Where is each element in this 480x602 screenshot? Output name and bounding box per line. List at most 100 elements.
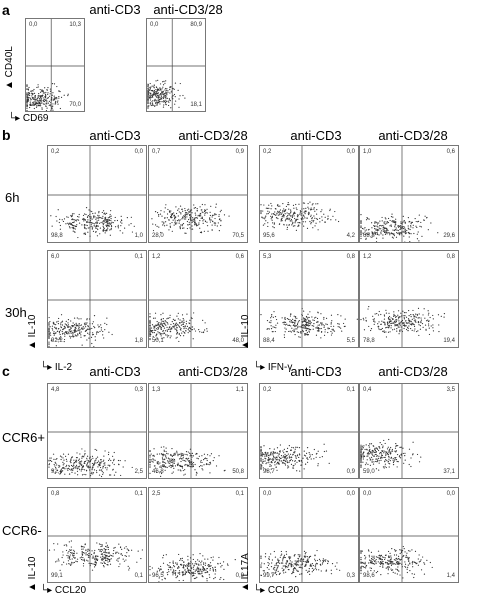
event-dot [124,460,126,462]
event-dot [97,214,99,216]
event-dot [369,567,371,569]
event-dot [260,457,262,459]
event-dot [101,557,103,560]
event-dot [105,219,107,221]
event-dot [162,106,165,108]
event-dot [48,100,50,102]
event-dot [52,103,54,105]
event-dot [274,452,277,454]
event-dot [277,217,279,220]
event-dot [177,312,179,314]
event-dot [186,465,189,467]
event-dot [285,567,287,569]
event-dot [164,466,166,468]
event-dot [99,550,101,552]
event-dot [360,234,362,236]
event-dot [305,569,307,571]
event-dot [157,92,159,94]
event-dot [382,466,385,468]
event-dot [395,445,397,447]
event-dot [267,454,270,456]
event-dot [121,219,123,222]
event-dot [282,560,284,562]
event-dot [378,222,380,224]
event-dot [385,567,387,569]
event-dot [302,559,304,561]
event-dot [310,322,312,324]
event-dot [69,337,72,339]
event-dot [83,559,85,562]
event-dot [153,454,155,456]
event-dot [42,92,44,94]
event-dot [100,551,102,553]
event-dot [157,324,159,326]
event-dot [431,566,433,569]
event-dot [171,567,173,569]
event-dot [377,459,379,461]
event-dot [294,222,296,224]
event-dot [79,557,81,559]
event-dot [183,216,186,218]
event-dot [78,327,80,329]
event-dot [276,204,279,207]
event-dot [35,106,38,108]
event-dot [390,568,392,570]
event-dot [304,213,306,215]
event-dot [274,330,276,333]
event-dot [84,450,86,452]
event-dot [108,225,110,227]
event-dot [108,474,111,476]
event-dot [184,216,186,218]
event-dot [278,559,280,562]
event-dot [415,220,417,223]
event-dot [78,325,80,327]
event-dot [304,327,306,329]
event-dot [325,450,328,452]
event-dot [414,319,417,321]
event-dot [181,218,183,220]
event-dot [307,206,309,208]
event-dot [305,561,308,564]
event-dot [37,95,40,97]
event-dot [94,560,96,562]
event-dot [298,460,300,462]
event-dot [302,327,304,329]
event-dot [53,334,55,336]
event-dot [87,461,89,463]
event-dot [73,221,75,223]
event-dot [209,217,211,219]
event-dot [53,549,55,551]
event-dot [323,316,325,319]
quadrant-value: 4,2 [346,233,355,239]
event-dot [61,456,63,458]
event-dot [59,569,61,571]
event-dot [74,472,76,474]
event-dot [395,456,397,459]
event-dot [268,556,270,558]
event-dot [290,449,292,451]
event-dot [282,558,284,560]
event-dot [368,556,371,558]
event-dot [68,223,70,225]
event-dot [293,321,295,323]
event-dot [101,217,103,219]
event-dot [288,214,290,216]
flow-plot: 1,2 0,6 50,1 48,0 [148,250,248,348]
event-dot [198,223,200,225]
event-dot [147,90,149,92]
event-dot [407,318,410,320]
event-dot [305,333,307,335]
event-dot [376,455,378,457]
event-dot [55,345,57,347]
event-dot [375,556,378,558]
event-dot [321,456,323,458]
event-dot [180,470,182,472]
event-dot [408,463,410,466]
event-dot [108,551,110,553]
event-dot [329,208,331,210]
event-dot [317,465,319,467]
event-dot [269,448,271,450]
event-dot [388,466,390,468]
event-dot [65,331,67,334]
event-dot [296,446,298,449]
